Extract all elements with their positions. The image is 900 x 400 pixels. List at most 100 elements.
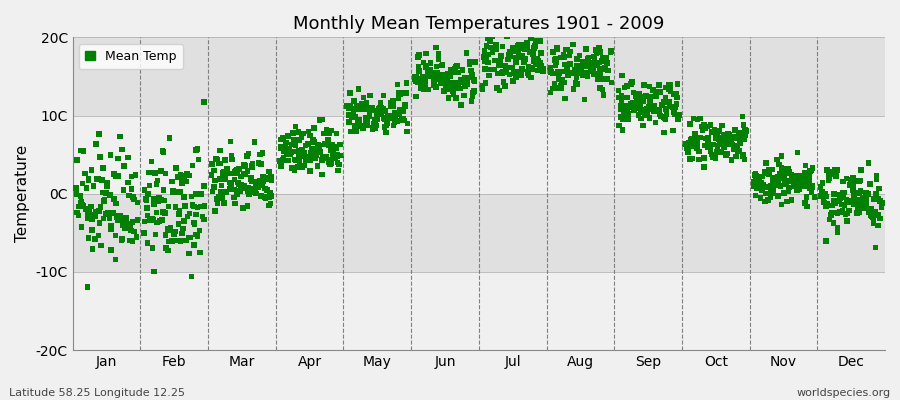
Point [262, 168, 276, 175]
Point [652, 106, 667, 113]
Bar [73, 194, 885, 272]
Point [321, 136, 336, 143]
Point [296, 150, 310, 157]
Point [237, 172, 251, 178]
Point [101, 209, 115, 216]
Point [410, 54, 425, 60]
Point [187, 221, 202, 228]
Point [414, 76, 428, 82]
Point [496, 79, 510, 85]
Point [409, 78, 423, 85]
Point [645, 87, 660, 93]
Point [683, 121, 698, 127]
Point [619, 102, 634, 109]
Point [479, 54, 493, 61]
Point [769, 182, 783, 188]
Point [545, 85, 560, 92]
Point [875, 200, 889, 206]
Point [282, 157, 296, 164]
Point [514, 72, 528, 78]
Point [652, 82, 666, 88]
Point [516, 42, 530, 48]
Point [482, 66, 496, 73]
Point [423, 67, 437, 74]
Point [137, 230, 151, 236]
Point [148, 231, 163, 238]
Point [423, 66, 437, 73]
Point [249, 181, 264, 188]
Point [320, 127, 334, 133]
Point [118, 225, 132, 232]
Point [864, 213, 878, 220]
Point [662, 99, 676, 105]
Point [824, 209, 839, 216]
Point [555, 77, 570, 83]
Point [803, 168, 817, 174]
Point [375, 105, 390, 112]
Point [277, 148, 292, 154]
Point [264, 174, 278, 180]
Point [721, 133, 735, 139]
Point [828, 167, 842, 173]
Point [760, 184, 774, 190]
Point [633, 102, 647, 108]
Point [799, 204, 814, 210]
Point [249, 190, 264, 197]
Point [190, 233, 204, 239]
Point [759, 160, 773, 166]
Point [508, 48, 522, 54]
Point [871, 196, 886, 202]
Point [419, 50, 434, 57]
Point [225, 170, 239, 176]
Point [869, 176, 884, 182]
Point [649, 120, 663, 126]
Point [81, 175, 95, 182]
Point [844, 177, 859, 183]
Point [121, 180, 135, 186]
Point [749, 192, 763, 198]
Point [684, 143, 698, 150]
Point [429, 63, 444, 70]
Point [706, 129, 720, 136]
Point [773, 170, 788, 176]
Point [274, 136, 288, 143]
Point [107, 171, 122, 177]
Point [719, 152, 733, 158]
Point [176, 194, 191, 200]
Point [656, 114, 670, 120]
Point [791, 186, 806, 192]
Point [465, 90, 480, 96]
Point [117, 219, 131, 226]
Point [194, 203, 208, 210]
Point [549, 55, 563, 62]
Point [170, 174, 184, 180]
Point [582, 59, 597, 66]
Point [586, 64, 600, 70]
Point [75, 198, 89, 205]
Point [295, 153, 310, 159]
Point [868, 190, 883, 196]
Point [177, 173, 192, 179]
Point [475, 86, 490, 92]
Point [155, 148, 169, 154]
Point [391, 118, 405, 124]
Point [700, 124, 715, 130]
Point [295, 130, 310, 137]
Point [839, 211, 853, 218]
Point [185, 162, 200, 169]
Point [858, 204, 872, 210]
Point [490, 85, 504, 91]
Point [498, 83, 512, 89]
Point [782, 184, 796, 191]
Point [103, 215, 117, 221]
Point [815, 188, 830, 195]
Point [85, 227, 99, 233]
Point [680, 145, 695, 151]
Point [637, 82, 652, 88]
Point [254, 193, 268, 199]
Point [78, 206, 93, 212]
Point [700, 144, 715, 150]
Point [130, 234, 144, 240]
Point [611, 94, 625, 100]
Point [752, 174, 767, 180]
